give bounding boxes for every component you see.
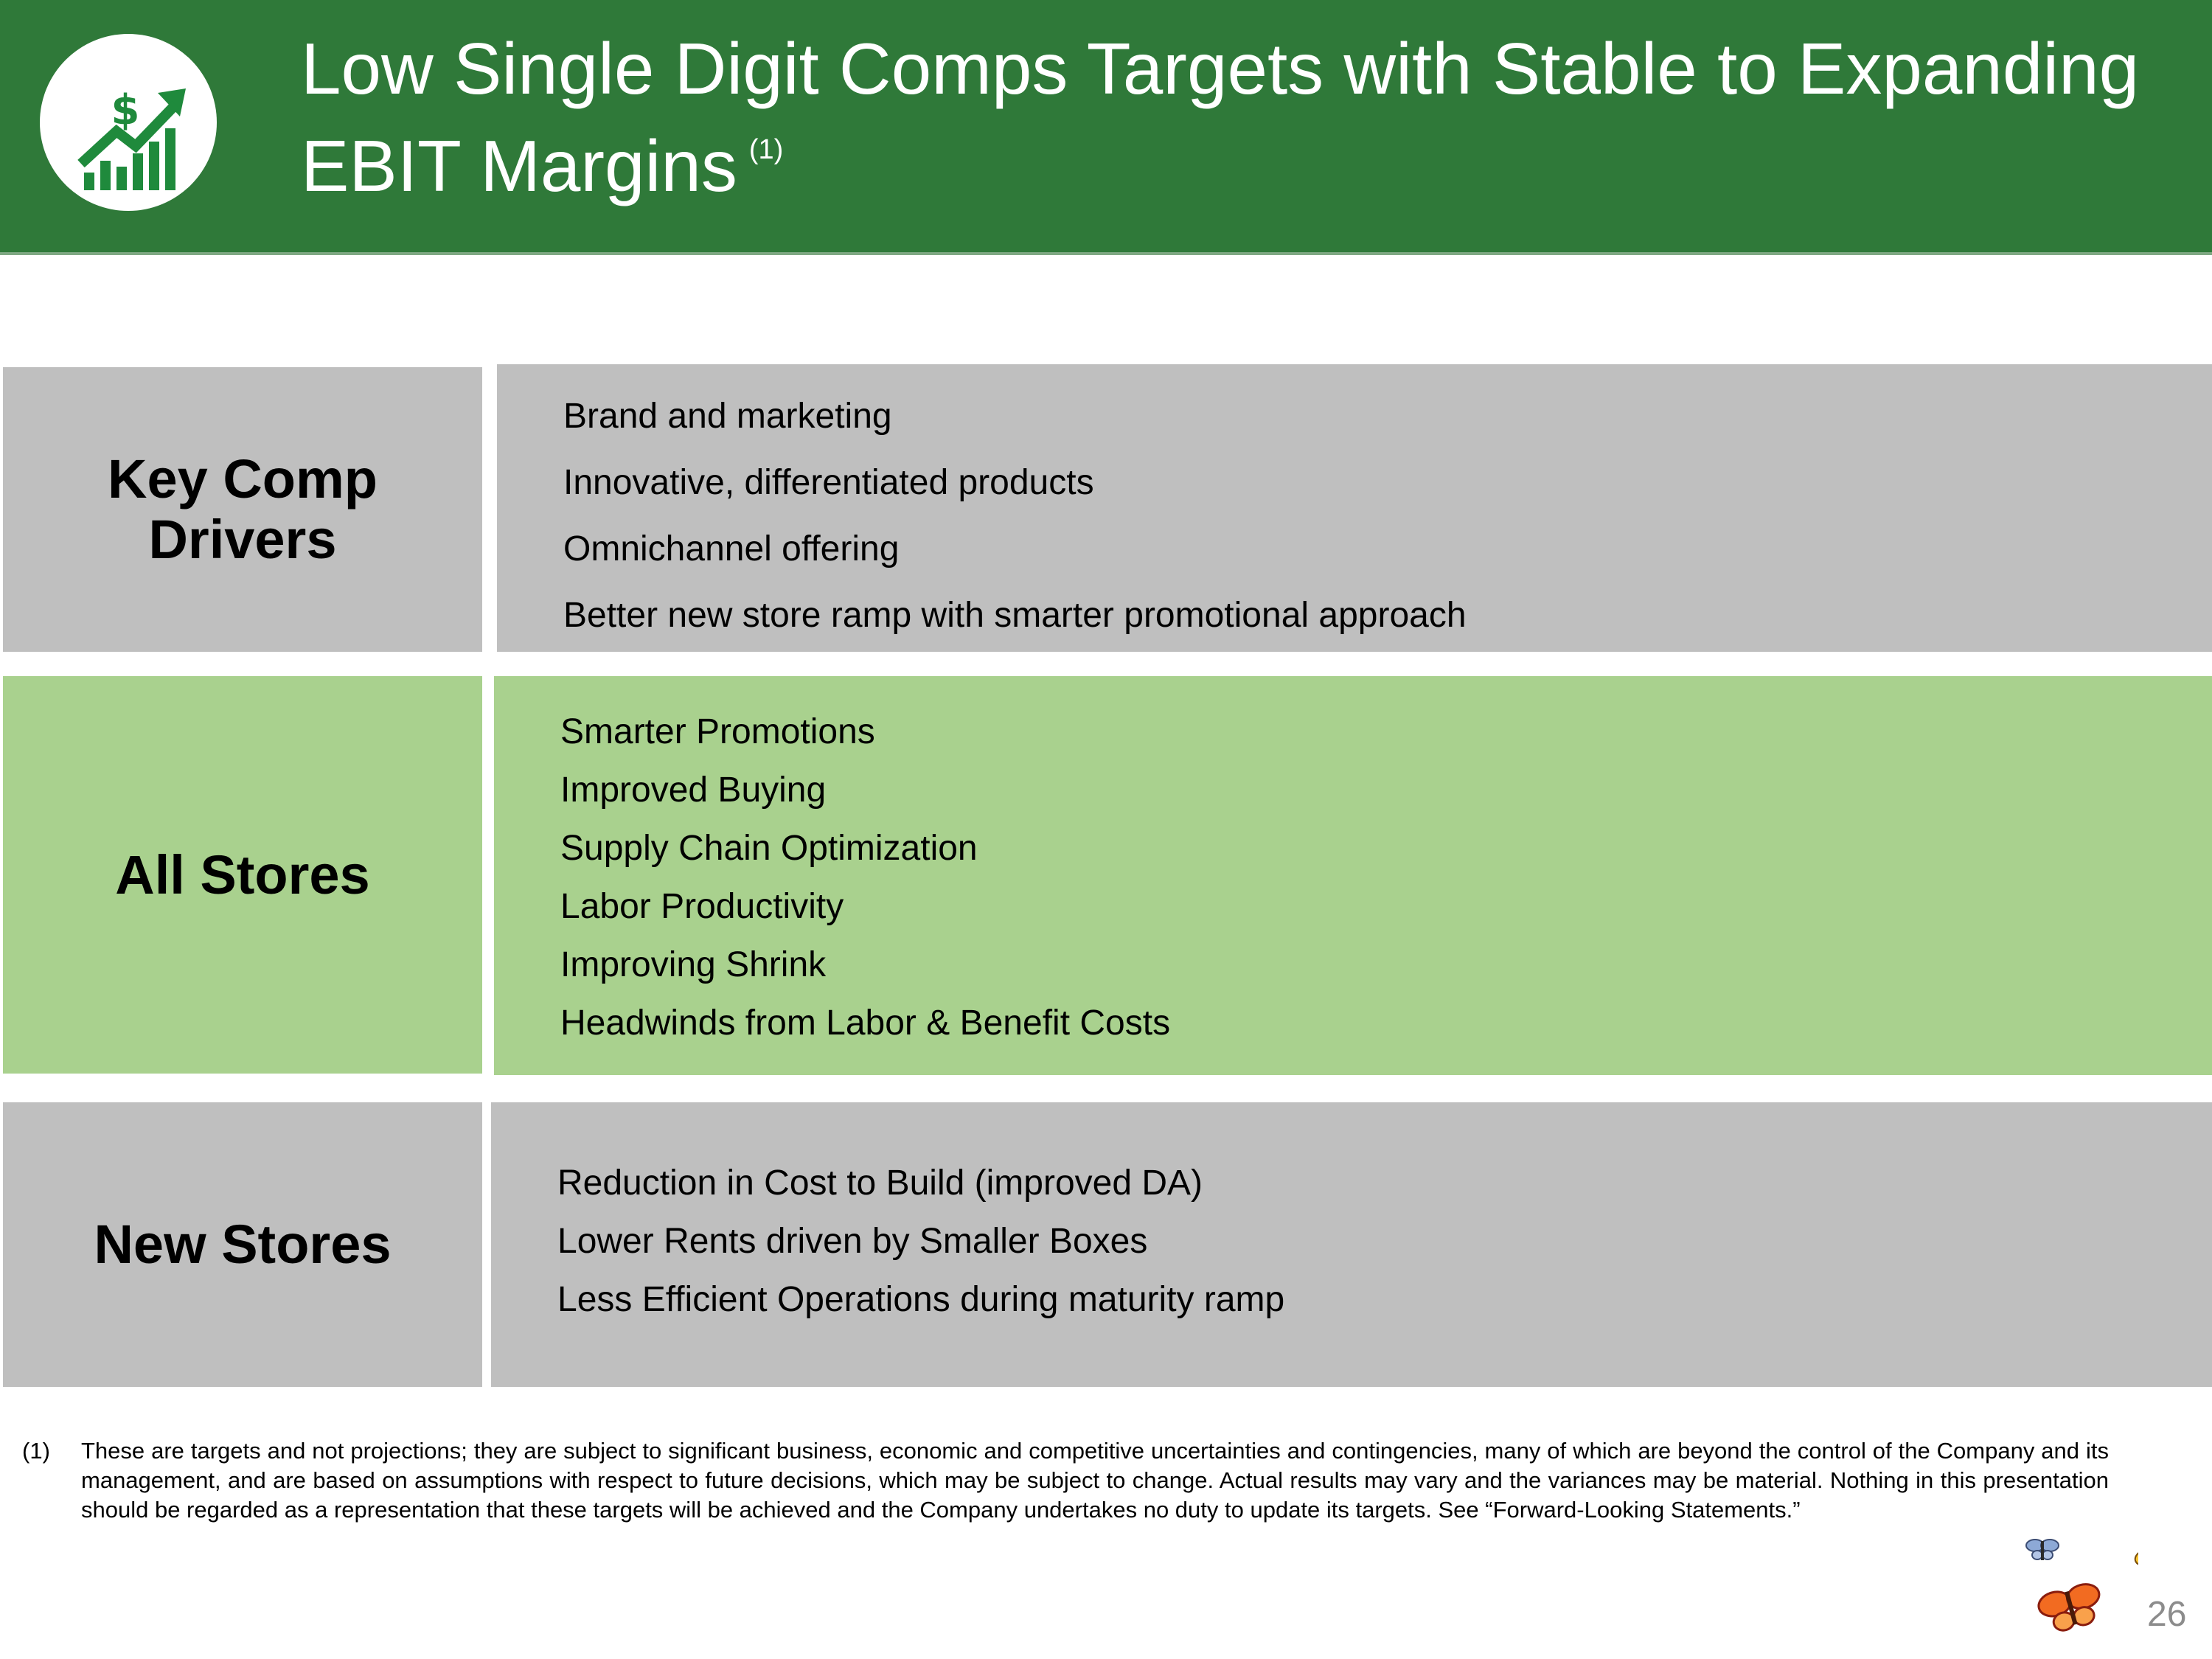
list-item: Omnichannel offering	[563, 529, 900, 568]
butterflies-icon	[2025, 1539, 2138, 1632]
row-label-text: New Stores	[94, 1214, 392, 1275]
footnote-text: These are targets and not projections; t…	[81, 1438, 2109, 1523]
title-line-1: Low Single Digit Comps Targets with Stab…	[301, 28, 2140, 109]
logo-badge: $	[40, 34, 217, 211]
row-content-key-comp-drivers: Brand and marketing Innovative, differen…	[497, 364, 2212, 652]
title-line-2: EBIT Margins	[301, 125, 737, 206]
footnote-marker: (1)	[22, 1438, 50, 1464]
list-item: Lower Rents driven by Smaller Boxes	[557, 1222, 1148, 1261]
list-item: Brand and marketing	[563, 397, 892, 436]
list-item: Labor Productivity	[560, 887, 844, 926]
list-item: Improved Buying	[560, 771, 827, 810]
page-title: Low Single Digit Comps Targets with Stab…	[301, 28, 2188, 206]
list-item: Supply Chain Optimization	[560, 829, 978, 868]
row-label-key-comp-drivers: Key Comp Drivers	[3, 367, 482, 652]
list-item: Improving Shrink	[560, 945, 827, 984]
list-item: Reduction in Cost to Build (improved DA)	[557, 1164, 1203, 1203]
growth-chart-dollar-icon: $	[77, 86, 186, 190]
logo-dollar: $	[111, 86, 140, 134]
list-item: Less Efficient Operations during maturit…	[557, 1280, 1285, 1319]
row-label-all-stores: All Stores	[3, 676, 482, 1074]
row-content-all-stores: Smarter Promotions Improved Buying Suppl…	[494, 676, 2212, 1075]
row-label-new-stores: New Stores	[3, 1102, 482, 1387]
page-number: 26	[2147, 1595, 2187, 1634]
row-label-text: All Stores	[115, 844, 370, 905]
footnote: (1) These are targets and not projection…	[22, 1436, 2109, 1525]
slide-header: $ Low Single Digit Comps Targets with St…	[0, 0, 2212, 255]
list-item: Better new store ramp with smarter promo…	[563, 596, 1467, 635]
list-item: Smarter Promotions	[560, 712, 875, 751]
title-footnote-ref: (1)	[748, 134, 784, 165]
row-label-line: Drivers	[148, 509, 337, 570]
list-item: Innovative, differentiated products	[563, 463, 1094, 502]
list-item: Headwinds from Labor & Benefit Costs	[560, 1004, 1171, 1043]
row-content-new-stores: Reduction in Cost to Build (improved DA)…	[491, 1102, 2212, 1387]
row-label-line: Key Comp	[108, 448, 378, 509]
